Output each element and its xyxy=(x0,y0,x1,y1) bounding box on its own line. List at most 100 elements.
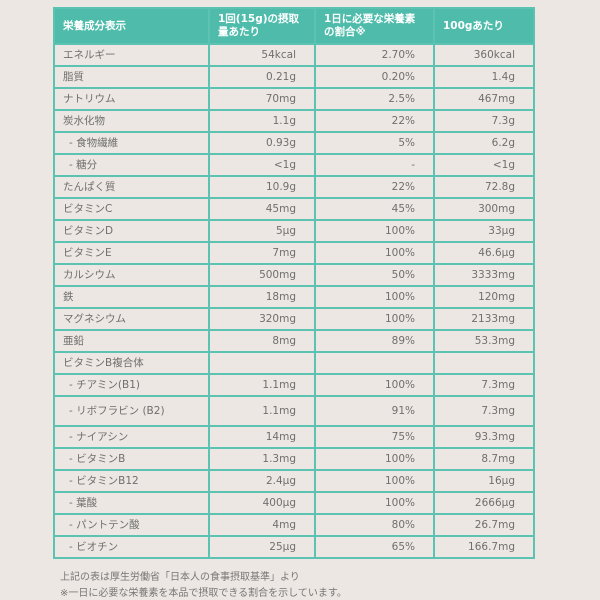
nutrient-name: - ビタミンB12 xyxy=(53,469,210,493)
per-100g-value: 6.2g xyxy=(433,131,535,155)
per-100g-value: 7.3mg xyxy=(433,373,535,397)
per-serving-value: 320mg xyxy=(208,307,316,331)
header-daily-percent: 1日に必要な栄養素の割合※ xyxy=(314,7,435,45)
per-serving-value: 1.1mg xyxy=(208,373,316,397)
daily-percent-value: 80% xyxy=(314,513,435,537)
nutrient-name: - チアミン(B1) xyxy=(53,373,210,397)
daily-percent-value: 100% xyxy=(314,307,435,331)
daily-percent-value: 100% xyxy=(314,241,435,265)
table-row: 脂質 0.21g 0.20% 1.4g xyxy=(53,65,535,89)
nutrient-name: 鉄 xyxy=(53,285,210,309)
nutrient-name: 亜鉛 xyxy=(53,329,210,353)
per-serving-value: 400μg xyxy=(208,491,316,515)
per-100g-value: 467mg xyxy=(433,87,535,111)
per-serving-value: 54kcal xyxy=(208,43,316,67)
per-serving-value: <1g xyxy=(208,153,316,177)
table-row: ナトリウム 70mg 2.5% 467mg xyxy=(53,87,535,111)
per-100g-value: 26.7mg xyxy=(433,513,535,537)
per-serving-value: 14mg xyxy=(208,425,316,449)
daily-percent-value: 22% xyxy=(314,109,435,133)
nutrient-name: - 葉酸 xyxy=(53,491,210,515)
footer-note: ※一日に必要な栄養素を本品で摂取できる割合を示しています。 xyxy=(60,588,347,599)
per-serving-value: 25μg xyxy=(208,535,316,559)
per-100g-value: 46.6μg xyxy=(433,241,535,265)
table-row: ビタミンB複合体 xyxy=(53,351,535,375)
per-serving-value: 1.1g xyxy=(208,109,316,133)
table-row: ビタミンE 7mg 100% 46.6μg xyxy=(53,241,535,265)
daily-percent-value: 100% xyxy=(314,491,435,515)
table-body: エネルギー 54kcal 2.70% 360kcal 脂質 0.21g 0.20% 1.4g ナ… xyxy=(53,43,535,559)
daily-percent-value: 100% xyxy=(314,469,435,493)
daily-percent-value: 50% xyxy=(314,263,435,287)
daily-percent-value: 91% xyxy=(314,395,435,427)
per-100g-value: <1g xyxy=(433,153,535,177)
daily-percent-value: 45% xyxy=(314,197,435,221)
per-serving-value: 70mg xyxy=(208,87,316,111)
daily-percent-value: 2.70% xyxy=(314,43,435,67)
header-nutrient: 栄養成分表示 xyxy=(53,7,210,45)
nutrition-table: 栄養成分表示 1回(15g)の摂取量あたり 1日に必要な栄養素の割合※ 100g… xyxy=(53,7,535,559)
nutrient-name: 脂質 xyxy=(53,65,210,89)
per-serving-value: 7mg xyxy=(208,241,316,265)
nutrient-name: - 糖分 xyxy=(53,153,210,177)
daily-percent-value: 5% xyxy=(314,131,435,155)
per-serving-value: 1.1mg xyxy=(208,395,316,427)
footer-source: 上記の表は厚生労働省「日本人の食事摂取基準」より xyxy=(60,572,300,583)
per-serving-value: 4mg xyxy=(208,513,316,537)
nutrient-name: - パントテン酸 xyxy=(53,513,210,537)
nutrient-name: - ビオチン xyxy=(53,535,210,559)
nutrient-name: 炭水化物 xyxy=(53,109,210,133)
per-100g-value xyxy=(433,351,535,375)
per-100g-value: 7.3mg xyxy=(433,395,535,427)
table-row: 鉄 18mg 100% 120mg xyxy=(53,285,535,309)
per-serving-value: 10.9g xyxy=(208,175,316,199)
daily-percent-value: 100% xyxy=(314,447,435,471)
nutrient-name: - 食物繊維 xyxy=(53,131,210,155)
table-row: たんぱく質 10.9g 22% 72.8g xyxy=(53,175,535,199)
table-row: カルシウム 500mg 50% 3333mg xyxy=(53,263,535,287)
table-row: - ナイアシン 14mg 75% 93.3mg xyxy=(53,425,535,449)
per-100g-value: 7.3g xyxy=(433,109,535,133)
nutrient-name: たんぱく質 xyxy=(53,175,210,199)
nutrient-name: エネルギー xyxy=(53,43,210,67)
table-row: - 食物繊維 0.93g 5% 6.2g xyxy=(53,131,535,155)
table-row: エネルギー 54kcal 2.70% 360kcal xyxy=(53,43,535,67)
per-serving-value: 5μg xyxy=(208,219,316,243)
table-row: 炭水化物 1.1g 22% 7.3g xyxy=(53,109,535,133)
nutrient-name: カルシウム xyxy=(53,263,210,287)
table-row: - パントテン酸 4mg 80% 26.7mg xyxy=(53,513,535,537)
nutrient-name: ビタミンD xyxy=(53,219,210,243)
per-serving-value: 0.93g xyxy=(208,131,316,155)
per-serving-value: 500mg xyxy=(208,263,316,287)
table-row: - ビタミンB 1.3mg 100% 8.7mg xyxy=(53,447,535,471)
per-100g-value: 2666μg xyxy=(433,491,535,515)
table-row: マグネシウム 320mg 100% 2133mg xyxy=(53,307,535,331)
per-100g-value: 16μg xyxy=(433,469,535,493)
per-serving-value xyxy=(208,351,316,375)
per-100g-value: 2133mg xyxy=(433,307,535,331)
table-row: 亜鉛 8mg 89% 53.3mg xyxy=(53,329,535,353)
header-row: 栄養成分表示 1回(15g)の摂取量あたり 1日に必要な栄養素の割合※ 100g… xyxy=(53,7,535,45)
daily-percent-value: 89% xyxy=(314,329,435,353)
per-100g-value: 1.4g xyxy=(433,65,535,89)
nutrient-name: - ビタミンB xyxy=(53,447,210,471)
nutrient-name: マグネシウム xyxy=(53,307,210,331)
per-100g-value: 360kcal xyxy=(433,43,535,67)
per-100g-value: 93.3mg xyxy=(433,425,535,449)
daily-percent-value xyxy=(314,351,435,375)
per-100g-value: 33μg xyxy=(433,219,535,243)
per-100g-value: 3333mg xyxy=(433,263,535,287)
table-row: - ビタミンB12 2.4μg 100% 16μg xyxy=(53,469,535,493)
daily-percent-value: - xyxy=(314,153,435,177)
per-100g-value: 120mg xyxy=(433,285,535,309)
daily-percent-value: 100% xyxy=(314,285,435,309)
per-100g-value: 53.3mg xyxy=(433,329,535,353)
daily-percent-value: 65% xyxy=(314,535,435,559)
daily-percent-value: 22% xyxy=(314,175,435,199)
nutrient-name: ビタミンE xyxy=(53,241,210,265)
table-row: - リボフラビン (B2) 1.1mg 91% 7.3mg xyxy=(53,395,535,427)
table-row: - チアミン(B1) 1.1mg 100% 7.3mg xyxy=(53,373,535,397)
per-100g-value: 166.7mg xyxy=(433,535,535,559)
header-per-serving: 1回(15g)の摂取量あたり xyxy=(208,7,316,45)
table-row: - 葉酸 400μg 100% 2666μg xyxy=(53,491,535,515)
